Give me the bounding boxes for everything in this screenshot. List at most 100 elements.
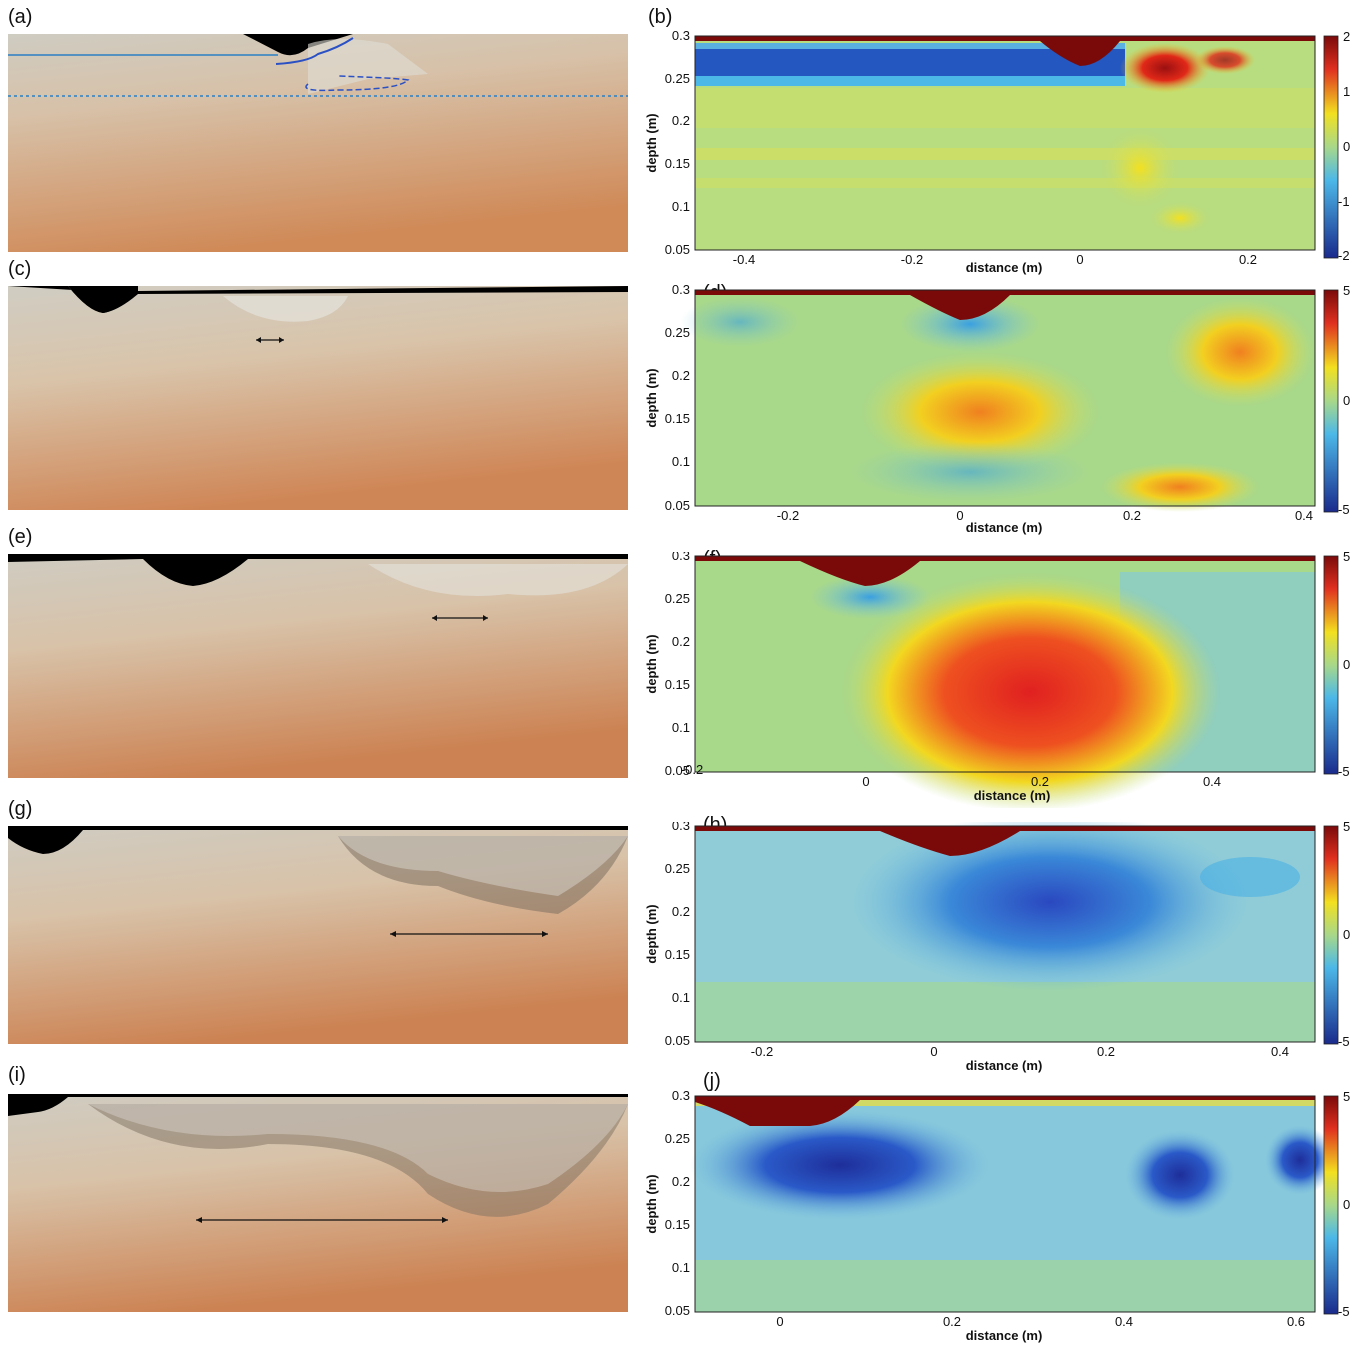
x-axis-label: distance (m) <box>966 1328 1043 1343</box>
xtick-label: -0.2 <box>751 1044 773 1059</box>
colorbar-label: 1 <box>1343 84 1350 99</box>
xtick-label: 0.4 <box>1115 1314 1133 1329</box>
y-axis-label: depth (m) <box>644 634 659 693</box>
plot-panel-d: 0.3 0.25 0.2 0.15 0.1 0.05 -0.2 0 0.2 0.… <box>640 282 1360 538</box>
xtick-label: 0 <box>956 508 963 523</box>
panel-label-g: (g) <box>8 798 33 820</box>
plot-b-svg: 0.3 0.25 0.2 0.15 0.1 0.05 -0.4 -0.2 0 0… <box>644 28 1350 275</box>
ytick-label: 0.25 <box>665 591 690 606</box>
colorbar-label: -1 <box>1338 194 1350 209</box>
x-axis-label: distance (m) <box>966 1058 1043 1073</box>
xtick-label: 0.2 <box>1123 508 1141 523</box>
colorbar-label: 5 <box>1343 822 1350 834</box>
ytick-label: 0.15 <box>665 156 690 171</box>
plot-b-yticks: 0.3 0.25 0.2 0.15 0.1 0.05 <box>665 28 690 257</box>
photo-panel-a <box>8 34 628 252</box>
x-axis-label: distance (m) <box>966 260 1043 275</box>
y-axis-label: depth (m) <box>644 113 659 172</box>
colorbar-label: 0 <box>1343 139 1350 154</box>
colorbar <box>1323 825 1339 1045</box>
ytick-label: 0.1 <box>672 454 690 469</box>
xtick-label: 0.6 <box>1287 1314 1305 1329</box>
panel-label-b: (b) <box>648 6 673 28</box>
xtick-label: 0 <box>1076 252 1083 267</box>
xtick-label: 0.2 <box>943 1314 961 1329</box>
xtick-label: 0.2 <box>1097 1044 1115 1059</box>
colorbar <box>1323 555 1339 775</box>
ytick-label: 0.05 <box>665 498 690 513</box>
xtick-label: 0.4 <box>1203 774 1221 789</box>
xtick-label: 0.4 <box>1271 1044 1289 1059</box>
ytick-label: 0.3 <box>672 552 690 563</box>
ytick-label: 0.3 <box>672 1090 690 1103</box>
ytick-label: 0.1 <box>672 199 690 214</box>
xtick-label: -0.2 <box>777 508 799 523</box>
ytick-label: 0.1 <box>672 720 690 735</box>
xtick-label: -0.2 <box>901 252 923 267</box>
colorbar-label: -5 <box>1338 1034 1350 1049</box>
plot-panel-f: 0.3 0.25 0.2 0.15 0.1 0.05 -0.2 0 0.2 0.… <box>640 548 1360 812</box>
panel-label-a: (a) <box>8 6 33 28</box>
colorbar <box>1323 35 1339 259</box>
panel-label-i: (i) <box>8 1064 26 1086</box>
ytick-label: 0.2 <box>672 904 690 919</box>
ytick-label: 0.25 <box>665 1131 690 1146</box>
colorbar-label: -5 <box>1338 502 1350 517</box>
y-axis-label: depth (m) <box>644 904 659 963</box>
xtick-label: -0.4 <box>733 252 755 267</box>
colorbar-label: 5 <box>1343 283 1350 298</box>
colorbar <box>1323 289 1339 513</box>
plot-panel-b: 0.3 0.25 0.2 0.15 0.1 0.05 -0.4 -0.2 0 0… <box>640 28 1360 278</box>
colorbar-label: -2 <box>1338 248 1350 263</box>
colorbar-label: 0 <box>1343 393 1350 408</box>
ytick-label: 0.3 <box>672 822 690 833</box>
xtick-label: -0.2 <box>681 762 703 777</box>
xtick-label: 0.2 <box>1239 252 1257 267</box>
ytick-label: 0.1 <box>672 990 690 1005</box>
ytick-label: 0.15 <box>665 947 690 962</box>
ytick-label: 0.2 <box>672 1174 690 1189</box>
ytick-label: 0.1 <box>672 1260 690 1275</box>
xtick-label: 0 <box>862 774 869 789</box>
y-axis-label: depth (m) <box>644 1174 659 1233</box>
ytick-label: 0.25 <box>665 71 690 86</box>
panel-label-j: (j) <box>703 1070 721 1092</box>
xtick-label: 0 <box>930 1044 937 1059</box>
ytick-label: 0.2 <box>672 368 690 383</box>
x-axis-label: distance (m) <box>974 788 1051 803</box>
ytick-label: 0.2 <box>672 634 690 649</box>
ytick-label: 0.15 <box>665 1217 690 1232</box>
plot-panel-j: 0.3 0.25 0.2 0.15 0.1 0.05 0 0.2 0.4 0.6… <box>640 1088 1360 1344</box>
photo-panel-i <box>8 1094 628 1312</box>
panel-label-c: (c) <box>8 258 32 280</box>
ytick-label: 0.25 <box>665 325 690 340</box>
colorbar-label: 0 <box>1343 927 1350 942</box>
ytick-label: 0.05 <box>665 1303 690 1318</box>
xtick-label: 0.4 <box>1295 508 1313 523</box>
ytick-label: 0.05 <box>665 1033 690 1048</box>
colorbar-label: -5 <box>1338 1304 1350 1319</box>
plot-b-xticks: -0.4 -0.2 0 0.2 <box>733 252 1257 267</box>
ytick-label: 0.3 <box>672 282 690 297</box>
colorbar-label: 5 <box>1343 552 1350 564</box>
panel-label-e: (e) <box>8 526 33 548</box>
colorbar <box>1323 1095 1339 1315</box>
colorbar-label: 5 <box>1343 1090 1350 1104</box>
colorbar-label: -5 <box>1338 764 1350 779</box>
photo-panel-g <box>8 826 628 1044</box>
photo-panel-e <box>8 554 628 778</box>
x-axis-label: distance (m) <box>966 520 1043 535</box>
ytick-label: 0.2 <box>672 113 690 128</box>
ytick-label: 0.25 <box>665 861 690 876</box>
ytick-label: 0.15 <box>665 411 690 426</box>
y-axis-label: depth (m) <box>644 368 659 427</box>
colorbar-label: 2 <box>1343 29 1350 44</box>
photo-panel-c <box>8 286 628 510</box>
ytick-label: 0.05 <box>665 242 690 257</box>
xtick-label: 0 <box>776 1314 783 1329</box>
plot-panel-h: 0.3 0.25 0.2 0.15 0.1 0.05 -0.2 0 0.2 0.… <box>640 812 1360 1078</box>
ytick-label: 0.3 <box>672 28 690 43</box>
ytick-label: 0.05 <box>665 763 690 778</box>
ytick-label: 0.15 <box>665 677 690 692</box>
colorbar-label: 0 <box>1343 657 1350 672</box>
